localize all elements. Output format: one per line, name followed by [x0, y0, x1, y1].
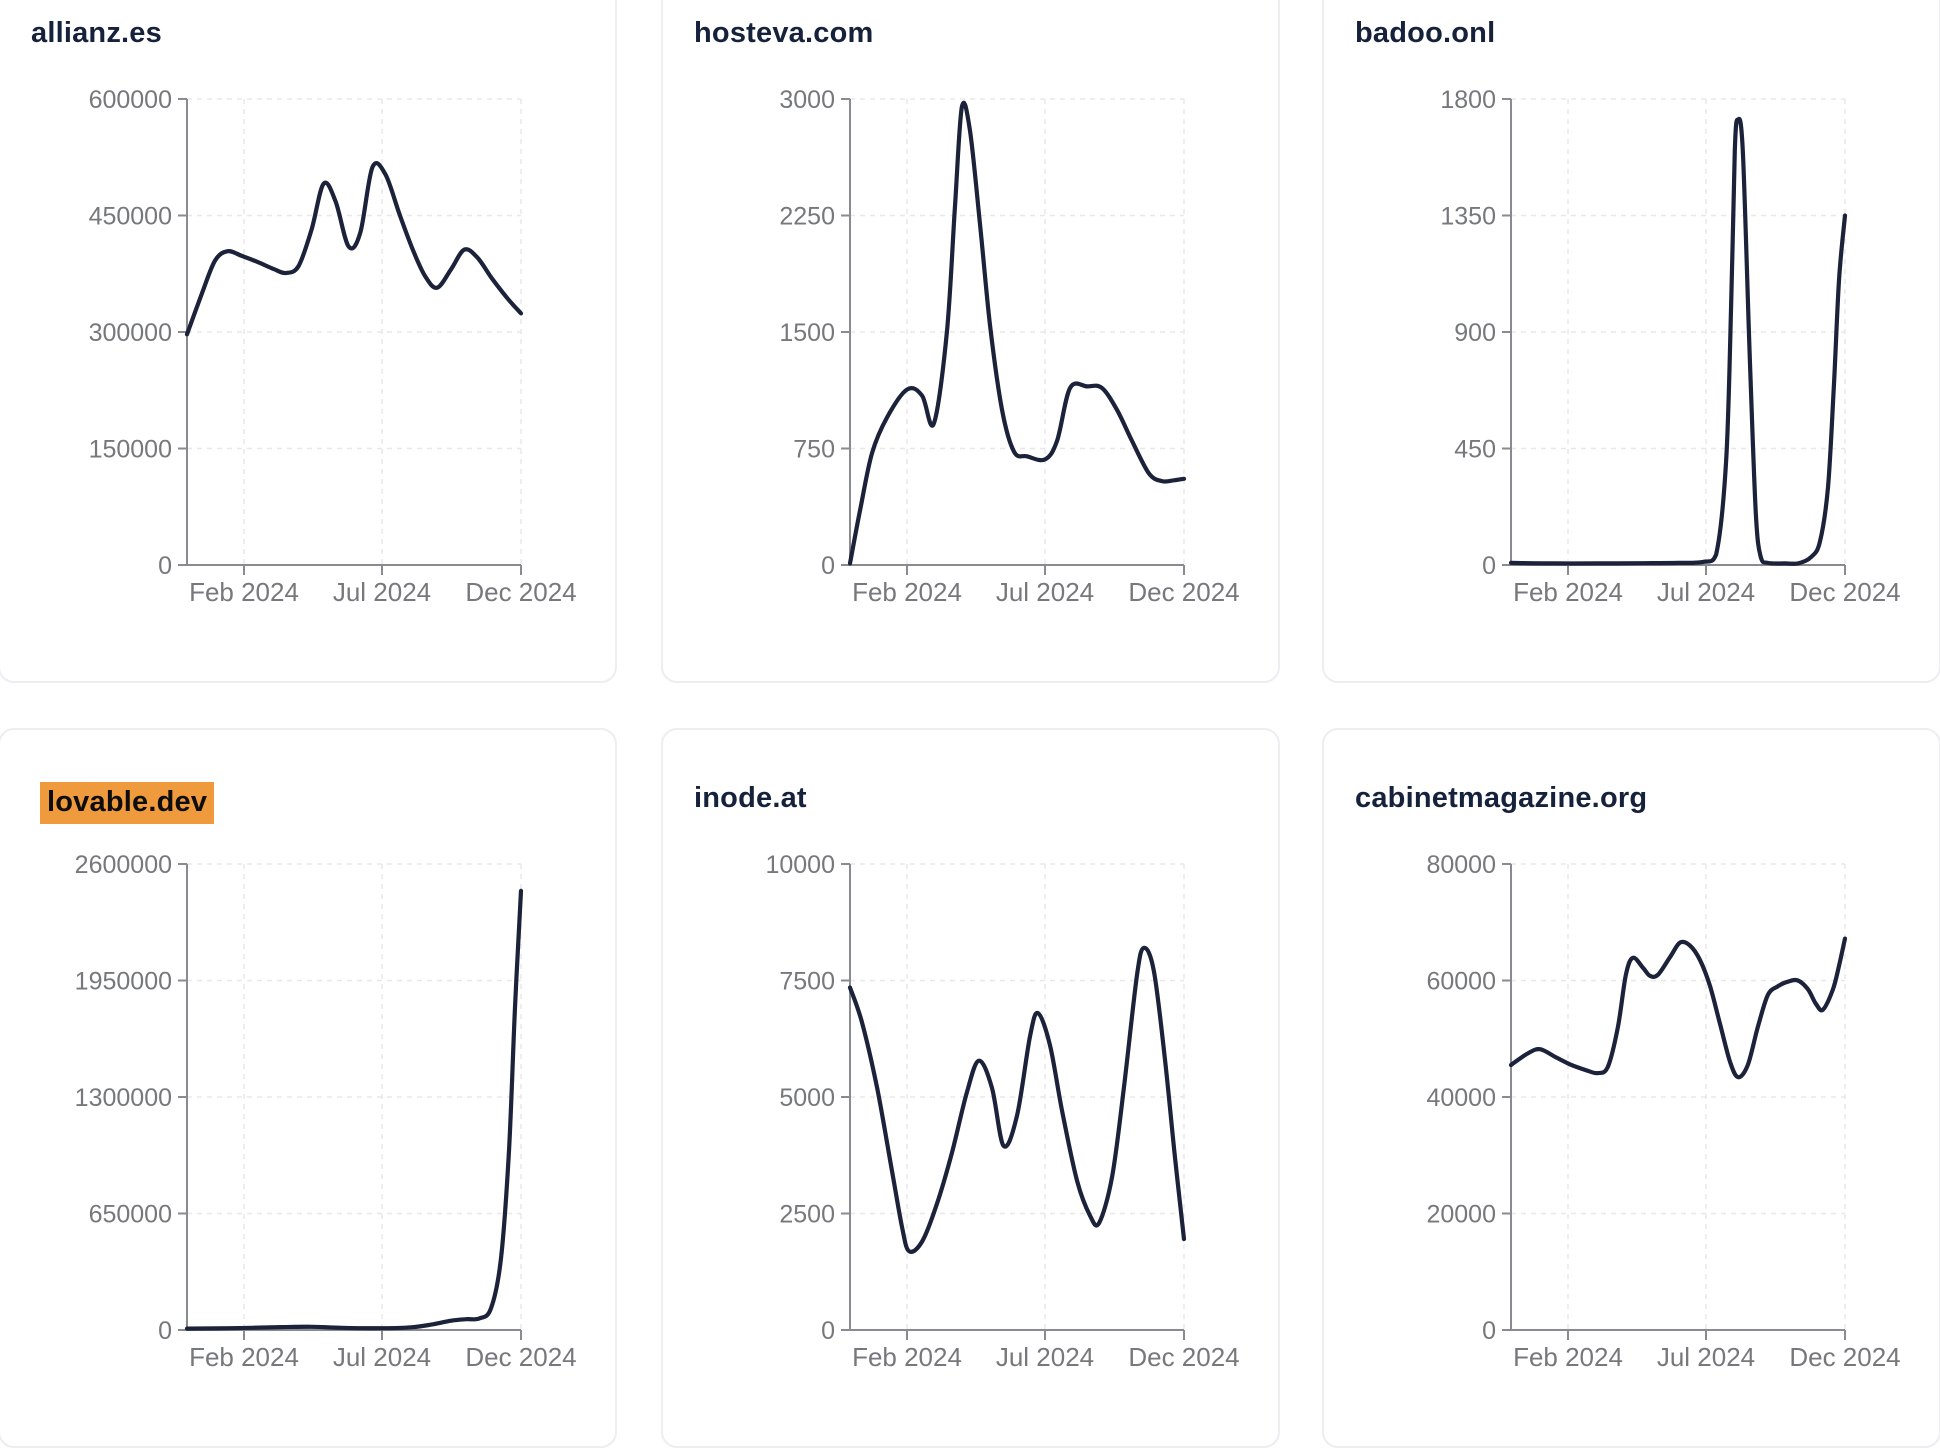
series-line	[184, 888, 524, 1331]
y-tick-label: 40000	[1426, 1084, 1496, 1112]
y-tick-label: 80000	[1426, 851, 1496, 879]
y-tick-label: 150000	[89, 436, 172, 464]
series-line	[847, 945, 1187, 1254]
series-line	[184, 161, 524, 337]
x-tick-label: Feb 2024	[189, 577, 299, 607]
card-title: hosteva.com	[694, 17, 874, 50]
x-tick-label: Jul 2024	[1657, 577, 1755, 607]
x-tick-label: Dec 2024	[1789, 1342, 1900, 1372]
card-title: inode.at	[694, 782, 807, 815]
y-tick-label: 0	[158, 1317, 172, 1345]
traffic-line-chart: 10000 7500 5000 2500 0 Feb 2024 Jul 2024 Dec 20…	[765, 851, 1239, 1372]
traffic-line-chart: 600000 450000 300000 150000 0 Feb 2024 Jul 202…	[89, 86, 577, 607]
y-tick-label: 0	[821, 552, 835, 580]
x-tick-label: Dec 2024	[465, 1342, 576, 1372]
y-tick-label: 10000	[765, 851, 835, 879]
x-tick-label: Feb 2024	[852, 577, 962, 607]
y-tick-label: 2250	[779, 203, 835, 231]
x-tick-label: Feb 2024	[1513, 1342, 1623, 1372]
y-tick-label: 0	[1482, 1317, 1496, 1345]
y-tick-label: 650000	[89, 1201, 172, 1229]
card-title: badoo.onl	[1355, 17, 1495, 50]
domain-title: lovable.dev	[40, 782, 215, 824]
x-tick-label: Jul 2024	[333, 577, 431, 607]
x-tick-label: Jul 2024	[1657, 1342, 1755, 1372]
y-tick-label: 1500	[779, 319, 835, 347]
y-tick-label: 750	[793, 436, 835, 464]
card-title: lovable.dev	[31, 782, 215, 824]
y-tick-label: 1950000	[75, 968, 172, 996]
chart-card: cabinetmagazine.org 80000 60000 40000 20000…	[1322, 728, 1940, 1448]
x-tick-label: Jul 2024	[996, 1342, 1094, 1372]
x-tick-label: Feb 2024	[1513, 577, 1623, 607]
series-line	[847, 100, 1187, 566]
y-tick-label: 450	[1454, 436, 1496, 464]
y-tick-label: 3000	[779, 86, 835, 114]
card-title: allianz.es	[31, 17, 162, 50]
series-line	[1508, 116, 1848, 566]
y-tick-label: 60000	[1426, 968, 1496, 996]
y-tick-label: 0	[158, 552, 172, 580]
y-tick-label: 0	[1482, 552, 1496, 580]
domain-title: hosteva.com	[694, 17, 874, 49]
y-tick-label: 600000	[89, 86, 172, 114]
traffic-line-chart: 3000 2250 1500 750 0 Feb 2024 Jul 2024 Dec 2024	[779, 86, 1239, 607]
chart-card: hosteva.com 3000 2250 1500 750 0 Feb 2024 Jul …	[661, 0, 1280, 683]
y-tick-label: 900	[1454, 319, 1496, 347]
y-tick-label: 0	[821, 1317, 835, 1345]
domain-title: badoo.onl	[1355, 17, 1496, 49]
chart-card: badoo.onl 1800 1350 900 450 0 Feb 2024 Jul 202…	[1322, 0, 1940, 683]
y-tick-label: 2500	[779, 1201, 835, 1229]
chart-card: lovable.dev 2600000 1950000 1300000 650000 0…	[0, 728, 617, 1448]
y-tick-label: 5000	[779, 1084, 835, 1112]
y-tick-label: 450000	[89, 203, 172, 231]
domain-title: cabinetmagazine.org	[1355, 782, 1648, 814]
x-tick-label: Dec 2024	[1128, 577, 1239, 607]
chart-card: allianz.es 600000 450000 300000 150000 0 Feb …	[0, 0, 617, 683]
y-tick-label: 300000	[89, 319, 172, 347]
y-tick-label: 1350	[1440, 203, 1496, 231]
series-line	[1508, 936, 1848, 1080]
card-title: cabinetmagazine.org	[1355, 782, 1647, 815]
domain-title: allianz.es	[31, 17, 162, 49]
traffic-line-chart: 80000 60000 40000 20000 0 Feb 2024 Jul 2024 Dec…	[1426, 851, 1900, 1372]
x-tick-label: Dec 2024	[465, 577, 576, 607]
x-tick-label: Feb 2024	[852, 1342, 962, 1372]
x-tick-label: Dec 2024	[1789, 577, 1900, 607]
x-tick-label: Feb 2024	[189, 1342, 299, 1372]
y-tick-label: 1300000	[75, 1084, 172, 1112]
y-tick-label: 7500	[779, 968, 835, 996]
x-tick-label: Dec 2024	[1128, 1342, 1239, 1372]
chart-card: inode.at 10000 7500 5000 2500 0 Feb 2024 Jul 2…	[661, 728, 1280, 1448]
y-tick-label: 20000	[1426, 1201, 1496, 1229]
x-tick-label: Jul 2024	[333, 1342, 431, 1372]
x-tick-label: Jul 2024	[996, 577, 1094, 607]
domain-title: inode.at	[694, 782, 807, 814]
y-tick-label: 2600000	[75, 851, 172, 879]
traffic-line-chart: 1800 1350 900 450 0 Feb 2024 Jul 2024 Dec 2024	[1440, 86, 1900, 607]
y-tick-label: 1800	[1440, 86, 1496, 114]
traffic-line-chart: 2600000 1950000 1300000 650000 0 Feb 2024 Jul …	[75, 851, 577, 1372]
